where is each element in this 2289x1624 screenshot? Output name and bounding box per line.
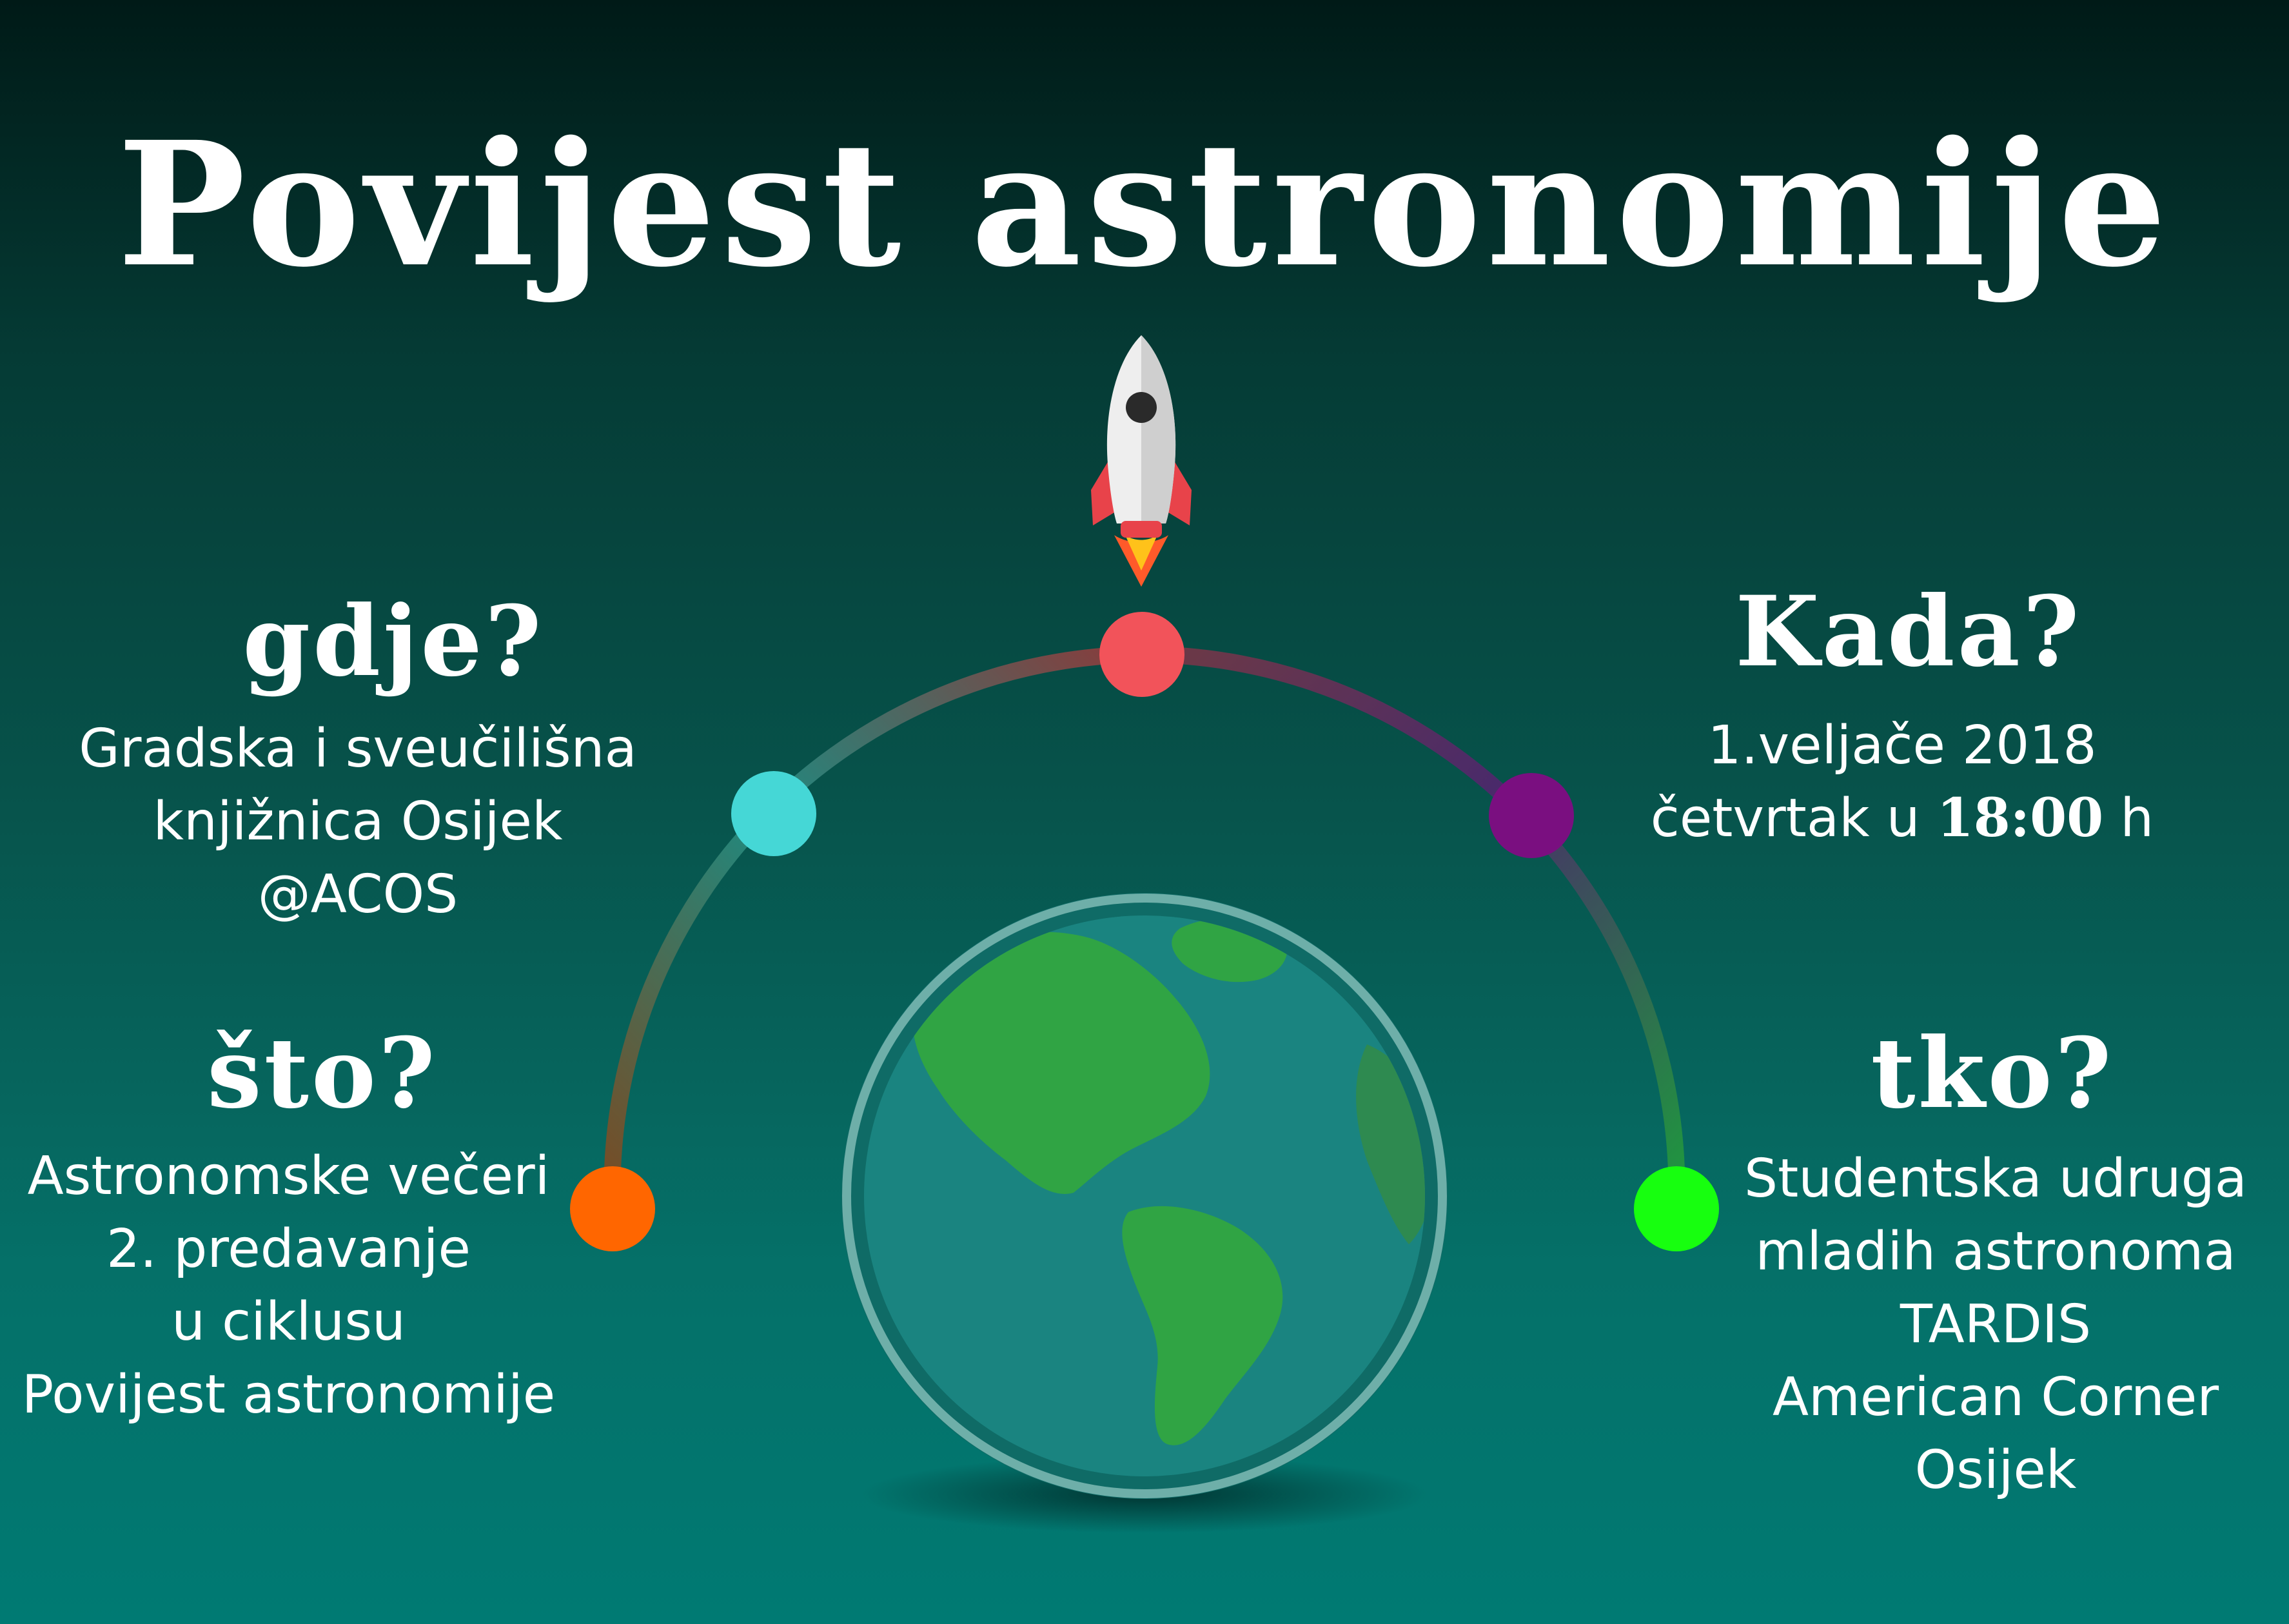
- rocket-fin-left: [1091, 458, 1114, 525]
- where-heading: gdje?: [242, 585, 544, 698]
- when-day-prefix: četvrtak u: [1650, 788, 1920, 849]
- orbit-dot-lower-left: [570, 1166, 655, 1251]
- when-day-time: četvrtak u 18:00 h: [1573, 782, 2231, 855]
- orbit-dot-upper-right: [1489, 773, 1574, 858]
- what-info: Astronomske večeri 2. predavanje u ciklu…: [0, 1140, 577, 1431]
- who-line: Osijek: [1914, 1440, 2077, 1501]
- when-heading: Kada?: [1735, 575, 2082, 689]
- what-line: 2. predavanje: [106, 1218, 471, 1280]
- where-line: @ACOS: [257, 864, 458, 925]
- what-line: u ciklusu: [172, 1291, 406, 1353]
- when-time: 18:00: [1936, 787, 2104, 849]
- where-line: knjižnica Osijek: [153, 791, 563, 852]
- who-line: Studentska udruga: [1744, 1148, 2247, 1209]
- who-heading: tko?: [1871, 1017, 2114, 1130]
- orbit-dot-lower-right: [1634, 1166, 1719, 1251]
- who-info: Studentska udruga mladih astronoma TARDI…: [1702, 1142, 2289, 1507]
- rocket-icon: [1091, 335, 1192, 587]
- who-line: TARDIS: [1900, 1294, 2092, 1355]
- what-line: Povijest astronomije: [21, 1364, 556, 1425]
- what-heading: što?: [207, 1017, 438, 1130]
- what-line: Astronomske večeri: [27, 1146, 550, 1207]
- south-america-land: [1122, 1206, 1283, 1445]
- when-time-suffix: h: [2120, 788, 2154, 849]
- where-info: Gradska i sveučilišna knjižnica Osijek @…: [0, 712, 716, 931]
- orbit-dot-upper-left: [731, 771, 816, 856]
- when-info: 1.veljače 2018 četvrtak u 18:00 h: [1573, 709, 2231, 855]
- rocket-window: [1126, 392, 1157, 423]
- rocket-fin-right: [1168, 458, 1192, 525]
- earth-globe-icon: [841, 893, 1448, 1499]
- who-line: American Corner: [1772, 1367, 2219, 1428]
- north-america-land: [912, 932, 1210, 1194]
- when-date: 1.veljače 2018: [1707, 715, 2097, 776]
- where-line: Gradska i sveučilišna: [79, 718, 637, 779]
- orbit-dot-top: [1099, 612, 1184, 697]
- who-line: mladih astronoma: [1755, 1221, 2236, 1282]
- rocket-nozzle: [1121, 521, 1162, 538]
- page-title: Povijest astronomije: [117, 104, 2172, 305]
